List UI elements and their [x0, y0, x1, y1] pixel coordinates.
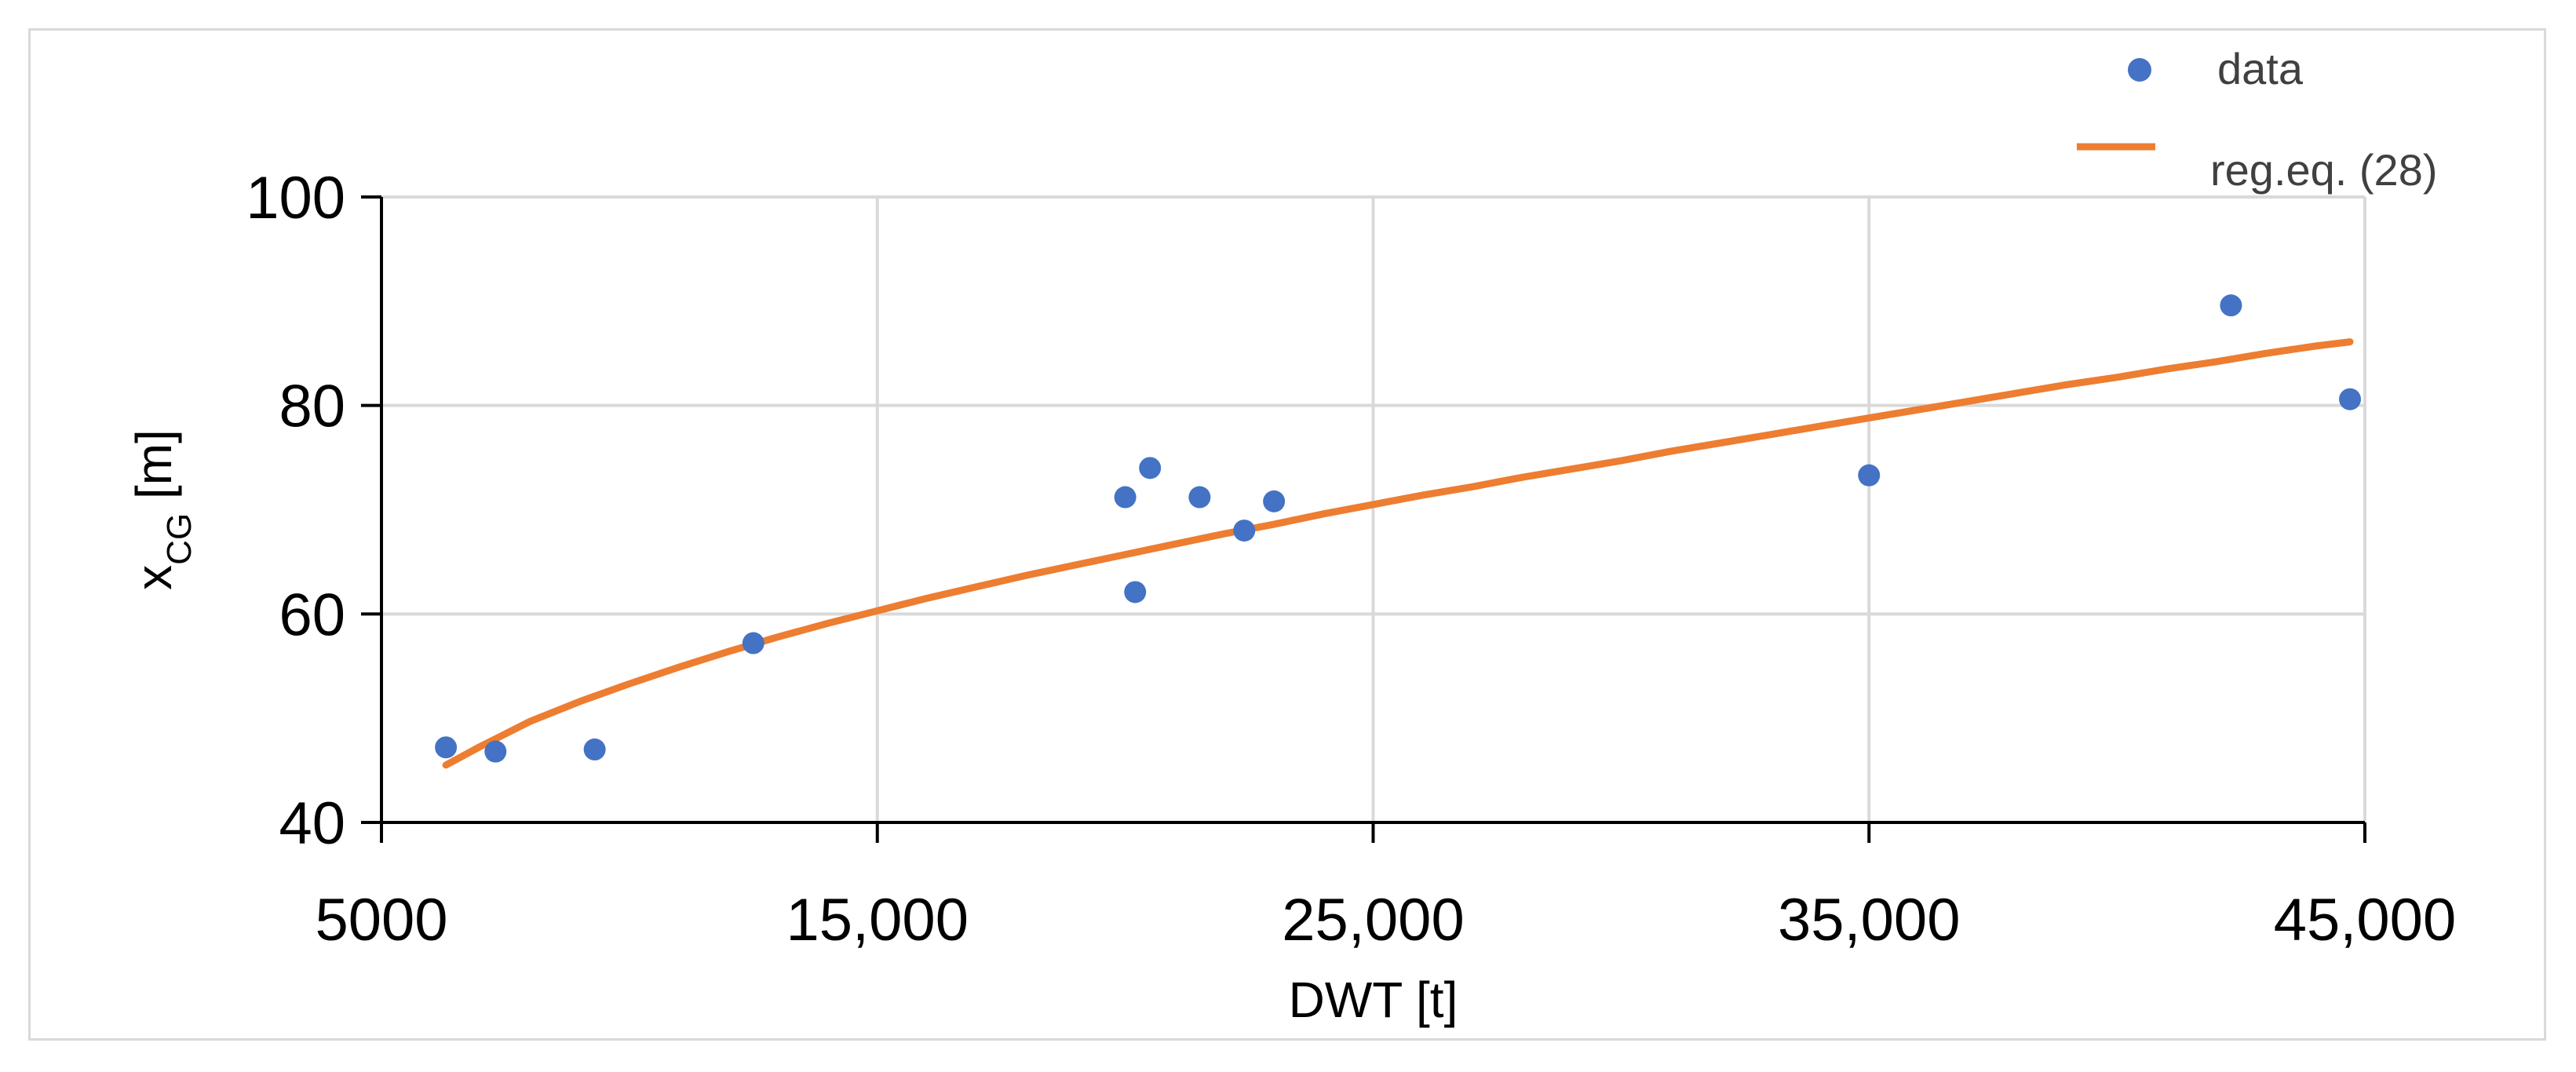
- data-point: [2339, 388, 2362, 410]
- data-point: [435, 736, 458, 759]
- tick-labels: 40 60 80 100 5000 15,000 25,000 35,000 45,000: [246, 165, 2456, 953]
- x-tick-label: 45,000: [2274, 887, 2456, 953]
- data-point: [1124, 581, 1147, 603]
- data-point: [2220, 294, 2242, 317]
- data-points: [435, 294, 2362, 763]
- data-point: [484, 740, 507, 763]
- legend-marker-data: [2128, 58, 2151, 82]
- x-tick-label: 25,000: [1282, 887, 1464, 953]
- data-point: [1188, 486, 1211, 509]
- data-point: [1114, 486, 1137, 509]
- y-tick-label: 100: [246, 165, 345, 232]
- data-point: [583, 738, 606, 761]
- y-axis-label-main: x: [126, 565, 182, 590]
- axes: [361, 195, 2366, 843]
- y-tick-label: 40: [279, 790, 345, 857]
- legend: data reg.eq. (28): [2077, 44, 2438, 195]
- gridlines: [381, 195, 2366, 822]
- x-tick-label: 15,000: [786, 887, 969, 953]
- data-point: [1858, 464, 1881, 487]
- data-point: [742, 632, 764, 655]
- legend-label-data: data: [2217, 44, 2304, 93]
- x-tick-label: 35,000: [1778, 887, 1960, 953]
- x-tick-label: 5000: [315, 887, 447, 953]
- legend-label-regression: reg.eq. (28): [2210, 145, 2438, 195]
- y-axis-label: xCG [m]: [126, 429, 199, 590]
- y-axis-label-subscript: CG: [160, 513, 199, 565]
- y-axis-label-suffix: [m]: [126, 429, 182, 513]
- x-axis-label: DWT [t]: [1289, 972, 1458, 1028]
- data-point: [1263, 490, 1286, 512]
- data-point: [1139, 457, 1162, 479]
- y-tick-label: 80: [279, 374, 345, 440]
- data-point: [1233, 520, 1256, 542]
- y-tick-label: 60: [279, 582, 345, 648]
